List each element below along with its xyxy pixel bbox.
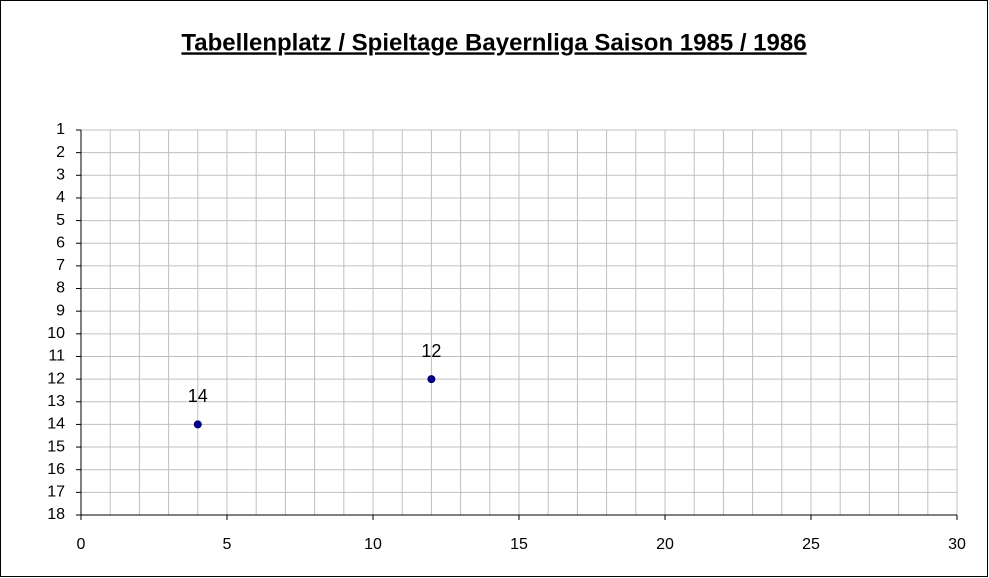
y-tick-label: 18 — [47, 506, 65, 523]
y-tick-label: 6 — [56, 234, 65, 251]
y-tick-label: 7 — [56, 257, 65, 274]
y-tick-label: 17 — [47, 484, 65, 501]
x-tick-label: 10 — [364, 536, 382, 553]
x-tick-label: 30 — [948, 536, 966, 553]
y-tick-label: 2 — [56, 144, 65, 161]
x-tick-label: 25 — [802, 536, 820, 553]
y-tick-label: 12 — [47, 370, 65, 387]
y-tick-label: 16 — [47, 461, 65, 478]
y-tick-label: 14 — [47, 416, 65, 433]
y-tick-label: 9 — [56, 302, 65, 319]
y-tick-label: 1 — [56, 121, 65, 138]
chart-title: Tabellenplatz / Spieltage Bayernliga Sai… — [181, 29, 806, 56]
data-label: 14 — [188, 386, 208, 406]
y-tick-label: 10 — [47, 325, 65, 342]
y-tick-label: 4 — [56, 189, 65, 206]
x-tick-label: 20 — [656, 536, 674, 553]
x-tick-label: 0 — [77, 536, 86, 553]
point — [427, 375, 436, 384]
y-tick-label: 8 — [56, 280, 65, 297]
point — [193, 420, 202, 429]
y-tick-label: 11 — [48, 348, 65, 365]
y-tick-label: 13 — [47, 393, 65, 410]
x-tick-label: 5 — [223, 536, 232, 553]
x-tick-label: 15 — [510, 536, 528, 553]
y-tick-label: 5 — [56, 212, 65, 229]
y-tick-label: 15 — [47, 438, 65, 455]
data-label: 12 — [421, 341, 441, 361]
y-tick-label: 3 — [56, 167, 65, 184]
